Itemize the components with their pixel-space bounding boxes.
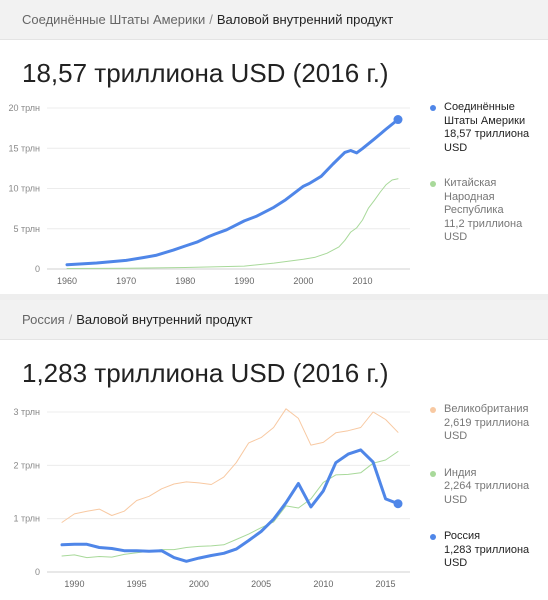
breadcrumb-separator: /: [209, 12, 213, 27]
breadcrumb-trail: Россия / Валовой внутренний продукт: [22, 312, 253, 327]
legend-item-uk[interactable]: Великобритания 2,619 триллиона USD: [430, 403, 540, 444]
x-tick-label: 1980: [175, 276, 195, 286]
legend-marker-usa: [430, 105, 436, 111]
legend-value: 2,619 триллиона USD: [444, 416, 530, 443]
legend-value: 11,2 триллиона USD: [444, 217, 523, 244]
breadcrumb-current: Валовой внутренний продукт: [76, 312, 253, 327]
legend-value: 2,264 триллиона USD: [444, 480, 530, 506]
breadcrumb-current: Валовой внутренний продукт: [216, 12, 394, 27]
series-line[interactable]: [61, 408, 399, 523]
series-line[interactable]: [61, 451, 399, 559]
headline-value: 1,283 триллиона USD (2016 г.): [22, 358, 389, 388]
y-tick-label: 10 трлн: [8, 184, 40, 194]
card-divider: [0, 294, 548, 300]
chart-legend: Соединённые Штаты Америки 18,57 триллион…: [430, 101, 540, 245]
x-tick-label: 2010: [353, 276, 373, 286]
x-tick-label: 2005: [251, 579, 271, 589]
legend-marker-uk: [430, 407, 436, 413]
x-tick-label: 1990: [64, 579, 84, 589]
y-tick-label: 1 трлн: [13, 514, 40, 524]
series-line[interactable]: [66, 178, 399, 269]
legend-label: Китайская Народная Республика: [444, 177, 504, 216]
x-tick-label: 2000: [189, 579, 209, 589]
series-end-point[interactable]: [393, 499, 403, 509]
y-tick-label: 15 трлн: [8, 143, 40, 153]
gdp-line-chart[interactable]: 0 1 трлн 2 трлн 3 трлн 1990 1995 2000 2005 2010 2…: [0, 300, 548, 594]
gdp-card-usa: Соединённые Штаты Америки / Валовой внутре…: [0, 0, 548, 294]
y-tick-label: 0: [35, 567, 40, 577]
breadcrumb: Россия / Валовой внутренний продукт: [0, 300, 548, 340]
legend-item-usa[interactable]: Соединённые Штаты Америки 18,57 триллион…: [430, 101, 540, 155]
chart-legend: Великобритания 2,619 триллиона USD Индия…: [430, 403, 540, 571]
series-end-point[interactable]: [393, 115, 403, 125]
x-tick-label: 2000: [293, 276, 313, 286]
x-tick-label: 2015: [376, 579, 396, 589]
y-tick-label: 20 трлн: [8, 103, 40, 113]
legend-item-china[interactable]: Китайская Народная Республика 11,2 трилл…: [430, 177, 540, 245]
breadcrumb-link-country[interactable]: Соединённые Штаты Америки: [22, 12, 206, 27]
x-tick-label: 1960: [57, 276, 77, 286]
y-tick-label: 2 трлн: [13, 460, 40, 470]
y-tick-label: 0: [35, 264, 40, 274]
legend-label: Индия: [444, 466, 477, 479]
x-tick-label: 2010: [313, 579, 333, 589]
legend-marker-india: [430, 470, 436, 477]
gdp-line-chart[interactable]: 0 5 трлн 10 трлн 15 трлн 20 трлн 1960 1970 1980…: [0, 0, 548, 294]
y-tick-label: 5 трлн: [13, 224, 40, 234]
headline-value: 18,57 триллиона USD (2016 г.): [22, 58, 389, 88]
breadcrumb: Соединённые Штаты Америки / Валовой внутре…: [0, 0, 548, 40]
x-tick-label: 1970: [116, 276, 136, 286]
breadcrumb-trail: Соединённые Штаты Америки / Валовой внутре…: [22, 12, 393, 27]
gdp-card-russia: Россия / Валовой внутренний продукт 1,283 …: [0, 300, 548, 594]
legend-marker-china: [430, 181, 436, 187]
legend-item-india[interactable]: Индия 2,264 триллиона USD: [430, 467, 540, 508]
legend-value: 18,57 триллиона USD: [444, 128, 530, 154]
legend-value: 1,283 триллиона USD: [444, 543, 530, 570]
y-tick-label: 3 трлн: [13, 407, 40, 417]
legend-label: Россия: [444, 530, 481, 542]
x-tick-label: 1990: [234, 276, 254, 286]
x-tick-label: 1995: [127, 579, 147, 589]
legend-label: Великобритания: [444, 403, 529, 415]
legend-item-russia[interactable]: Россия 1,283 триллиона USD: [430, 530, 540, 571]
breadcrumb-separator: /: [68, 312, 73, 327]
legend-marker-russia: [430, 534, 436, 540]
series-line[interactable]: [65, 118, 400, 267]
series-line[interactable]: [60, 448, 400, 563]
legend-label: Соединённые Штаты Америки: [444, 101, 526, 127]
breadcrumb-link-country[interactable]: Россия: [22, 312, 65, 327]
